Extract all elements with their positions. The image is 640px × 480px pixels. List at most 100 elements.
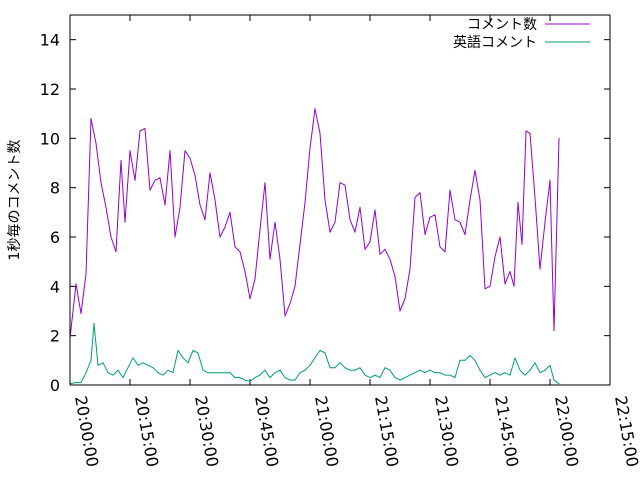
data-point-series-0 [394,276,396,277]
data-point-series-1 [157,372,159,374]
plot-border [69,14,611,386]
data-point-series-0 [244,271,246,272]
data-point-series-1 [304,369,306,371]
y-tick-label: 2 [50,327,60,346]
data-point-series-1 [221,372,223,374]
data-point-series-1 [117,369,119,371]
legend-label-comments: コメント数 [467,17,537,33]
data-point-series-0 [499,236,501,238]
data-point-series-0 [534,197,536,198]
data-point-series-1 [90,359,92,361]
data-point-series-1 [249,380,251,382]
data-point-series-1 [514,357,516,359]
data-point-series-1 [558,383,560,385]
data-point-series-0 [224,226,226,228]
data-point-series-0 [199,204,201,206]
data-point-series-0 [459,221,461,223]
data-point-series-0 [189,157,191,159]
data-point-series-1 [112,374,114,376]
data-point-series-0 [144,128,146,129]
data-point-series-1 [299,372,301,374]
x-tick-label: 20:00:00 [71,394,102,468]
data-point-series-1 [359,367,361,369]
data-point-series-0 [294,285,296,287]
data-point-series-0 [75,283,77,285]
data-point-series-1 [479,369,481,371]
x-tick-label: 20:45:00 [251,394,282,468]
data-point-series-0 [309,147,311,149]
data-point-series-0 [354,231,356,233]
data-point-series-0 [249,298,251,300]
data-point-series-0 [324,199,326,201]
data-point-series-0 [85,273,87,275]
data-point-series-0 [219,236,221,238]
data-point-series-1 [354,369,356,371]
data-point-series-1 [75,382,77,383]
data-point-series-0 [464,234,466,235]
data-point-series-0 [479,199,481,201]
data-point-series-0 [284,315,286,317]
data-point-series-0 [414,197,416,198]
data-point-series-1 [339,362,341,364]
data-point-series-1 [294,379,296,381]
data-point-series-1 [102,362,104,364]
data-point-series-1 [85,372,87,374]
data-point-series-0 [409,268,411,270]
data-point-series-1 [469,354,471,356]
series-layer [69,108,560,385]
data-point-series-0 [484,288,486,290]
data-point-series-0 [364,248,366,250]
data-point-series-1 [162,374,164,376]
data-point-series-0 [489,285,491,287]
data-point-series-0 [234,246,236,248]
data-point-series-1 [274,372,276,374]
data-point-series-0 [304,202,306,203]
series-line-1 [69,322,560,385]
data-point-series-1 [314,357,316,359]
data-point-series-0 [339,182,341,184]
data-point-series-0 [539,268,541,270]
y-tick-label: 0 [50,376,60,395]
data-point-series-0 [384,248,386,250]
data-point-series-1 [137,364,139,366]
data-point-series-0 [209,172,211,174]
data-point-series-1 [454,377,456,379]
data-point-series-1 [444,374,446,376]
data-point-series-1 [319,350,321,351]
data-point-series-1 [534,362,536,364]
data-point-series-1 [93,322,95,324]
data-point-series-0 [184,150,186,152]
data-point-series-1 [464,359,466,361]
data-point-series-0 [314,108,316,110]
data-point-series-0 [319,132,321,134]
data-point-series-0 [444,251,446,253]
data-point-series-0 [544,221,546,223]
data-point-series-0 [558,137,560,139]
data-point-series-0 [369,241,371,243]
data-point-series-1 [509,374,511,376]
data-point-series-0 [264,182,266,184]
x-tick-label: 22:00:00 [551,394,582,468]
data-point-series-1 [379,377,381,379]
data-point-series-1 [419,369,421,371]
data-point-series-1 [399,379,401,381]
data-point-series-1 [239,377,241,379]
data-point-series-0 [279,258,281,260]
data-point-series-0 [419,192,421,194]
data-point-series-1 [122,377,124,379]
data-point-series-1 [484,377,486,379]
data-point-series-1 [529,369,531,371]
data-point-series-1 [439,372,441,374]
x-tick-label: 21:30:00 [431,394,462,468]
data-point-series-1 [259,374,261,376]
data-point-series-0 [429,216,431,218]
data-point-series-1 [127,367,129,369]
data-point-series-0 [529,132,531,134]
data-point-series-1 [167,369,169,371]
data-point-series-0 [454,219,456,221]
data-point-series-1 [80,382,82,383]
x-tick-label: 20:15:00 [131,394,162,468]
data-point-series-0 [239,251,241,253]
y-tick-label: 12 [40,80,60,99]
